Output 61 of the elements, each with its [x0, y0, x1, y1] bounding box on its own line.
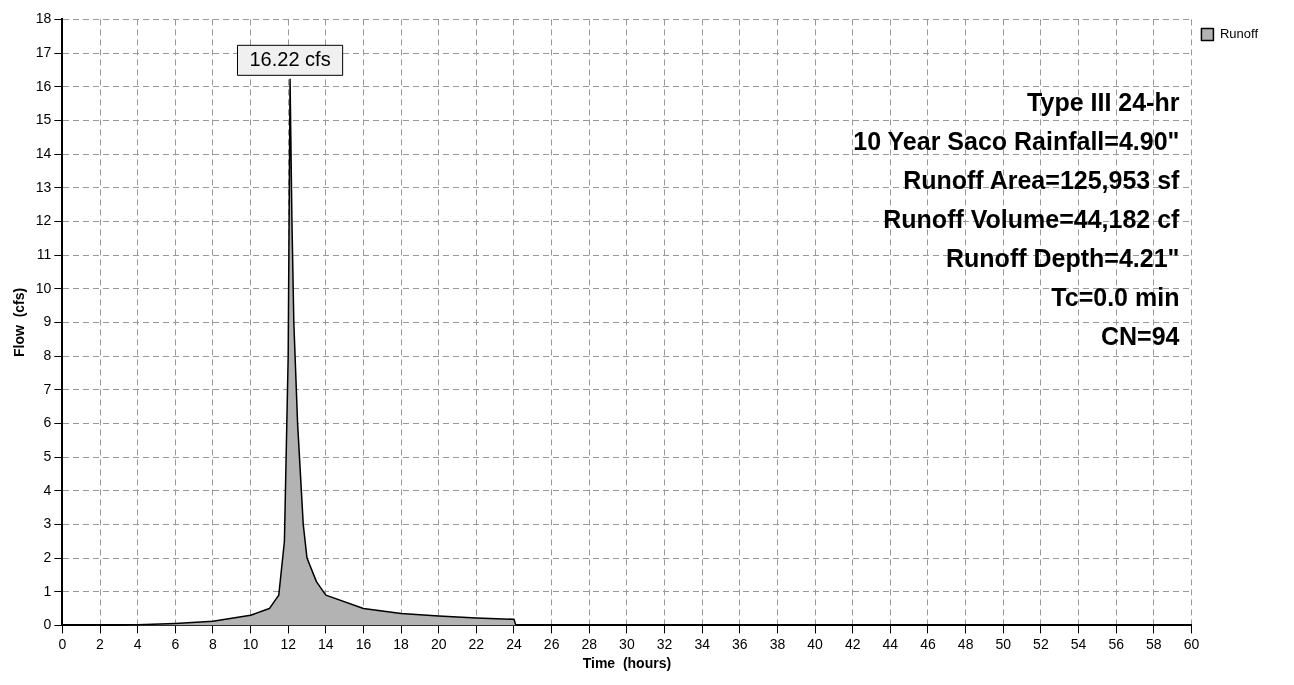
y-tick-label: 2 [43, 548, 52, 565]
x-tick-label: 56 [1108, 635, 1125, 652]
y-tick-label: 11 [36, 245, 52, 262]
y-tick-label: 17 [35, 43, 52, 60]
annotation: Runoff Area=125,953 sf [903, 166, 1181, 195]
y-tick-label: 0 [43, 616, 52, 633]
annotation: 16.22 cfs [249, 47, 331, 70]
y-tick-label: 9 [43, 313, 52, 330]
y-tick-label: 10 [35, 279, 52, 296]
x-tick-label: 2 [96, 635, 105, 652]
x-tick-label: 0 [58, 635, 67, 652]
y-tick-label: 8 [43, 346, 52, 363]
x-tick-label: 6 [171, 635, 180, 652]
x-tick-label: 40 [807, 635, 824, 652]
annotation: Tc=0.0 min [1051, 283, 1180, 312]
x-tick-label: 32 [656, 635, 673, 652]
x-tick-label: 50 [995, 635, 1012, 652]
x-tick-label: 54 [1070, 635, 1087, 652]
x-tick-label: 28 [581, 635, 598, 652]
x-tick-label: 36 [732, 635, 748, 652]
y-tick-label: 1 [43, 582, 52, 599]
y-tick-label: 12 [35, 212, 52, 229]
x-tick-label: 30 [619, 635, 635, 652]
y-tick-label: 18 [35, 10, 52, 27]
y-tick-label: 16 [35, 77, 52, 94]
x-tick-label: 20 [430, 635, 447, 652]
x-tick-label: 26 [543, 635, 560, 652]
x-tick-label: 52 [1033, 635, 1049, 652]
x-tick-label: 8 [209, 635, 218, 652]
x-tick-label: 12 [280, 635, 297, 652]
y-tick-label: 14 [35, 144, 52, 161]
y-tick-label: 4 [43, 481, 52, 498]
x-tick-label: 22 [468, 635, 485, 652]
annotation: Runoff Volume=44,182 cf [883, 205, 1181, 234]
x-tick-label: 48 [957, 635, 974, 652]
x-axis-title: Time (hours) [582, 655, 672, 672]
y-tick-label: 3 [43, 515, 52, 532]
x-tick-label: 42 [844, 635, 861, 652]
y-tick-label: 15 [35, 111, 52, 128]
x-tick-label: 34 [694, 635, 711, 652]
y-tick-label: 5 [43, 447, 52, 464]
x-tick-label: 14 [318, 635, 334, 652]
y-tick-label: 7 [43, 380, 52, 397]
x-tick-label: 16 [355, 635, 372, 652]
x-tick-label: 60 [1183, 635, 1200, 652]
x-tick-label: 18 [393, 635, 410, 652]
x-tick-label: 44 [882, 635, 899, 652]
annotation: Type III 24-hr [1027, 88, 1180, 117]
x-tick-label: 24 [506, 635, 522, 652]
y-tick-label: 13 [35, 178, 52, 195]
legend-label: Runoff [1219, 26, 1259, 42]
x-tick-label: 4 [133, 635, 142, 652]
annotation: 10 Year Saco Rainfall=4.90" [853, 127, 1180, 156]
y-axis-title: Flow (cfs) [11, 287, 28, 358]
annotation: Runoff Depth=4.21" [946, 244, 1180, 273]
x-tick-label: 10 [242, 635, 259, 652]
x-tick-label: 38 [769, 635, 786, 652]
y-tick-label: 6 [43, 414, 52, 431]
x-tick-label: 46 [920, 635, 936, 652]
x-tick-label: 58 [1146, 635, 1162, 652]
annotation: CN=94 [1100, 322, 1180, 351]
